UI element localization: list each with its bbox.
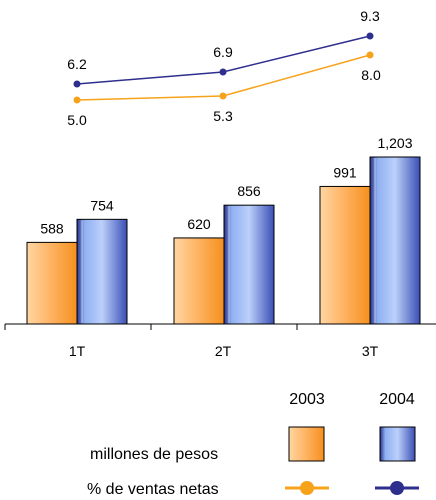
legend-year-2003: 2003	[289, 391, 325, 408]
point-2004-2T	[219, 68, 227, 76]
x-axis: 1T 2T 3T	[4, 323, 436, 359]
bar-2003-2T	[173, 237, 225, 325]
bar-2004-1T	[76, 218, 128, 325]
bar-labels-group: 588 754 620 856 991 1,203	[40, 135, 412, 236]
legend-bar-swatch-2003	[288, 426, 325, 462]
point-2003-2T	[219, 92, 227, 100]
x-tick-label-2T: 2T	[215, 343, 232, 359]
bar-2004-2T	[223, 204, 275, 325]
legend-line-marker-2003	[300, 481, 314, 495]
point-label-2004-3T: 9.3	[360, 8, 380, 24]
point-2003-3T	[366, 51, 374, 59]
legend-line-label: % de ventas netas	[87, 481, 219, 498]
legend-year-2004: 2004	[379, 391, 415, 408]
bar-2003-3T	[319, 185, 371, 325]
legend-bar-label: millones de pesos	[90, 446, 218, 463]
bar-label-2004-1T: 754	[90, 197, 114, 213]
legend: 2003 2004 millones de pesos % de ventas …	[87, 391, 419, 498]
point-label-2003-1T: 5.0	[67, 112, 87, 128]
line-labels-group: 5.0 5.3 8.0 6.2 6.9 9.3	[67, 8, 381, 128]
bar-label-2003-3T: 991	[333, 164, 357, 180]
bar-2003-1T	[26, 241, 78, 325]
point-label-2003-3T: 8.0	[361, 67, 381, 83]
legend-line-marker-2004	[390, 481, 404, 495]
point-label-2004-1T: 6.2	[67, 56, 87, 72]
point-label-2003-2T: 5.3	[213, 108, 233, 124]
bars-group	[26, 156, 421, 325]
bar-label-2003-2T: 620	[187, 216, 211, 232]
point-label-2004-2T: 6.9	[213, 44, 233, 60]
bar-label-2004-2T: 856	[237, 183, 261, 199]
x-tick-label-1T: 1T	[69, 343, 86, 359]
point-2004-1T	[73, 80, 81, 88]
point-2003-1T	[73, 96, 81, 104]
point-2004-3T	[366, 32, 374, 40]
bar-2004-3T	[369, 156, 421, 325]
bar-label-2004-3T: 1,203	[377, 135, 412, 151]
bar-label-2003-1T: 588	[40, 220, 64, 236]
x-tick-label-3T: 3T	[362, 343, 379, 359]
legend-bar-swatch-2004	[379, 426, 416, 462]
lines-group	[73, 32, 374, 104]
